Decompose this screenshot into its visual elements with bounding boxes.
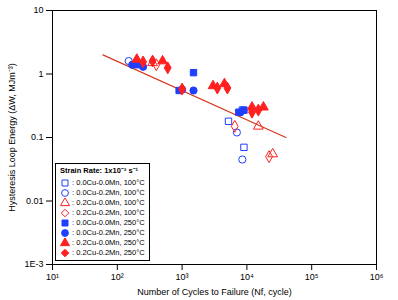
svg-text:0.01: 0.01	[26, 196, 44, 206]
html-text:: 0.0Cu-0.0Mn, 250°C: : 0.0Cu-0.0Mn, 250°C	[72, 218, 145, 227]
svg-text:10⁵: 10⁵	[305, 272, 319, 282]
svg-text:1: 1	[38, 69, 43, 79]
svg-text:10¹: 10¹	[46, 272, 59, 282]
svg-text:Hysteresis Loop Energy (ΔW, MJ: Hysteresis Loop Energy (ΔW, MJm⁻³)	[7, 63, 17, 212]
svg-text:10⁶: 10⁶	[370, 272, 384, 282]
svg-text:0.1: 0.1	[31, 132, 44, 142]
html-text:: 0.2Cu-0.0Mn, 250°C: : 0.2Cu-0.0Mn, 250°C	[72, 238, 145, 247]
html-text:: 0.2Cu-0.0Mn, 100°C: : 0.2Cu-0.0Mn, 100°C	[72, 198, 145, 207]
svg-text:Number of Cycles to Failure (N: Number of Cycles to Failure (Nf, cycle)	[137, 287, 292, 297]
svg-text:10: 10	[33, 5, 43, 15]
html-text:: 0.0Cu-0.2Mn, 100°C: : 0.0Cu-0.2Mn, 100°C	[72, 188, 145, 197]
html-text:: 0.0Cu-0.0Mn, 100°C: : 0.0Cu-0.0Mn, 100°C	[72, 178, 145, 187]
svg-text:10²: 10²	[111, 272, 124, 282]
svg-text:10³: 10³	[176, 272, 189, 282]
html-text:: 0.2Cu-0.2Mn, 250°C: : 0.2Cu-0.2Mn, 250°C	[72, 248, 145, 257]
svg-text:1E-3: 1E-3	[24, 259, 43, 269]
html-text:: 0.0Cu-0.2Mn, 250°C: : 0.0Cu-0.2Mn, 250°C	[72, 228, 145, 237]
html-text:: 0.2Cu-0.2Mn, 100°C: : 0.2Cu-0.2Mn, 100°C	[72, 208, 145, 217]
svg-text:10⁴: 10⁴	[240, 272, 254, 282]
html-text:Strain Rate: 1x10⁻³ s⁻¹: Strain Rate: 1x10⁻³ s⁻¹	[60, 166, 139, 175]
